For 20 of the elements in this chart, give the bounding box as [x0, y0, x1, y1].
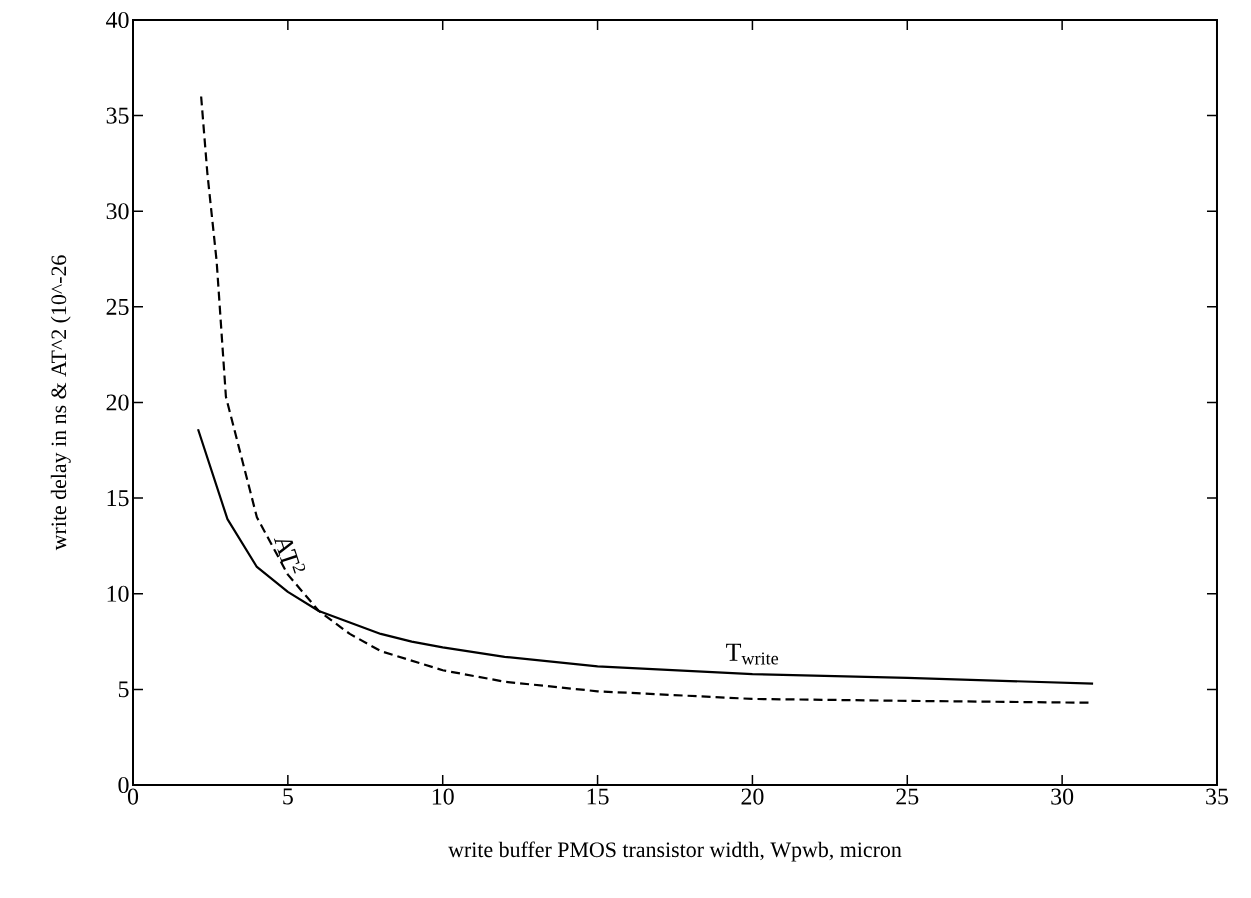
y-axis-title: write delay in ns & AT^2 (10^-26: [50, 255, 71, 551]
y-tick-label: 5: [118, 681, 129, 698]
y-tick-label: 10: [107, 585, 129, 602]
x-tick-label: 10: [432, 788, 454, 805]
x-tick-label: 35: [1206, 788, 1228, 805]
y-tick-label: 35: [106, 107, 129, 124]
y-tick-label: 25: [106, 298, 129, 315]
text: AT$^{2}$: [273, 538, 306, 574]
y-tick-label: 40: [106, 11, 129, 29]
x-tick-label: 25: [896, 788, 919, 805]
x-axis-title: write buffer PMOS transistor width, Wpwb, micron: [448, 841, 902, 862]
y-tick-label: 20: [106, 394, 129, 411]
x-tick-label: 30: [1051, 788, 1074, 805]
x-tick-label: 20: [741, 788, 764, 805]
series-label: T$_{write}$: [726, 643, 779, 665]
x-tick-label: 15: [587, 788, 609, 805]
y-tick-label: 15: [107, 490, 129, 507]
y-tick-label: 30: [106, 203, 129, 220]
y-tick-label: 0: [118, 776, 129, 794]
x-tick-label: 5: [283, 788, 293, 805]
